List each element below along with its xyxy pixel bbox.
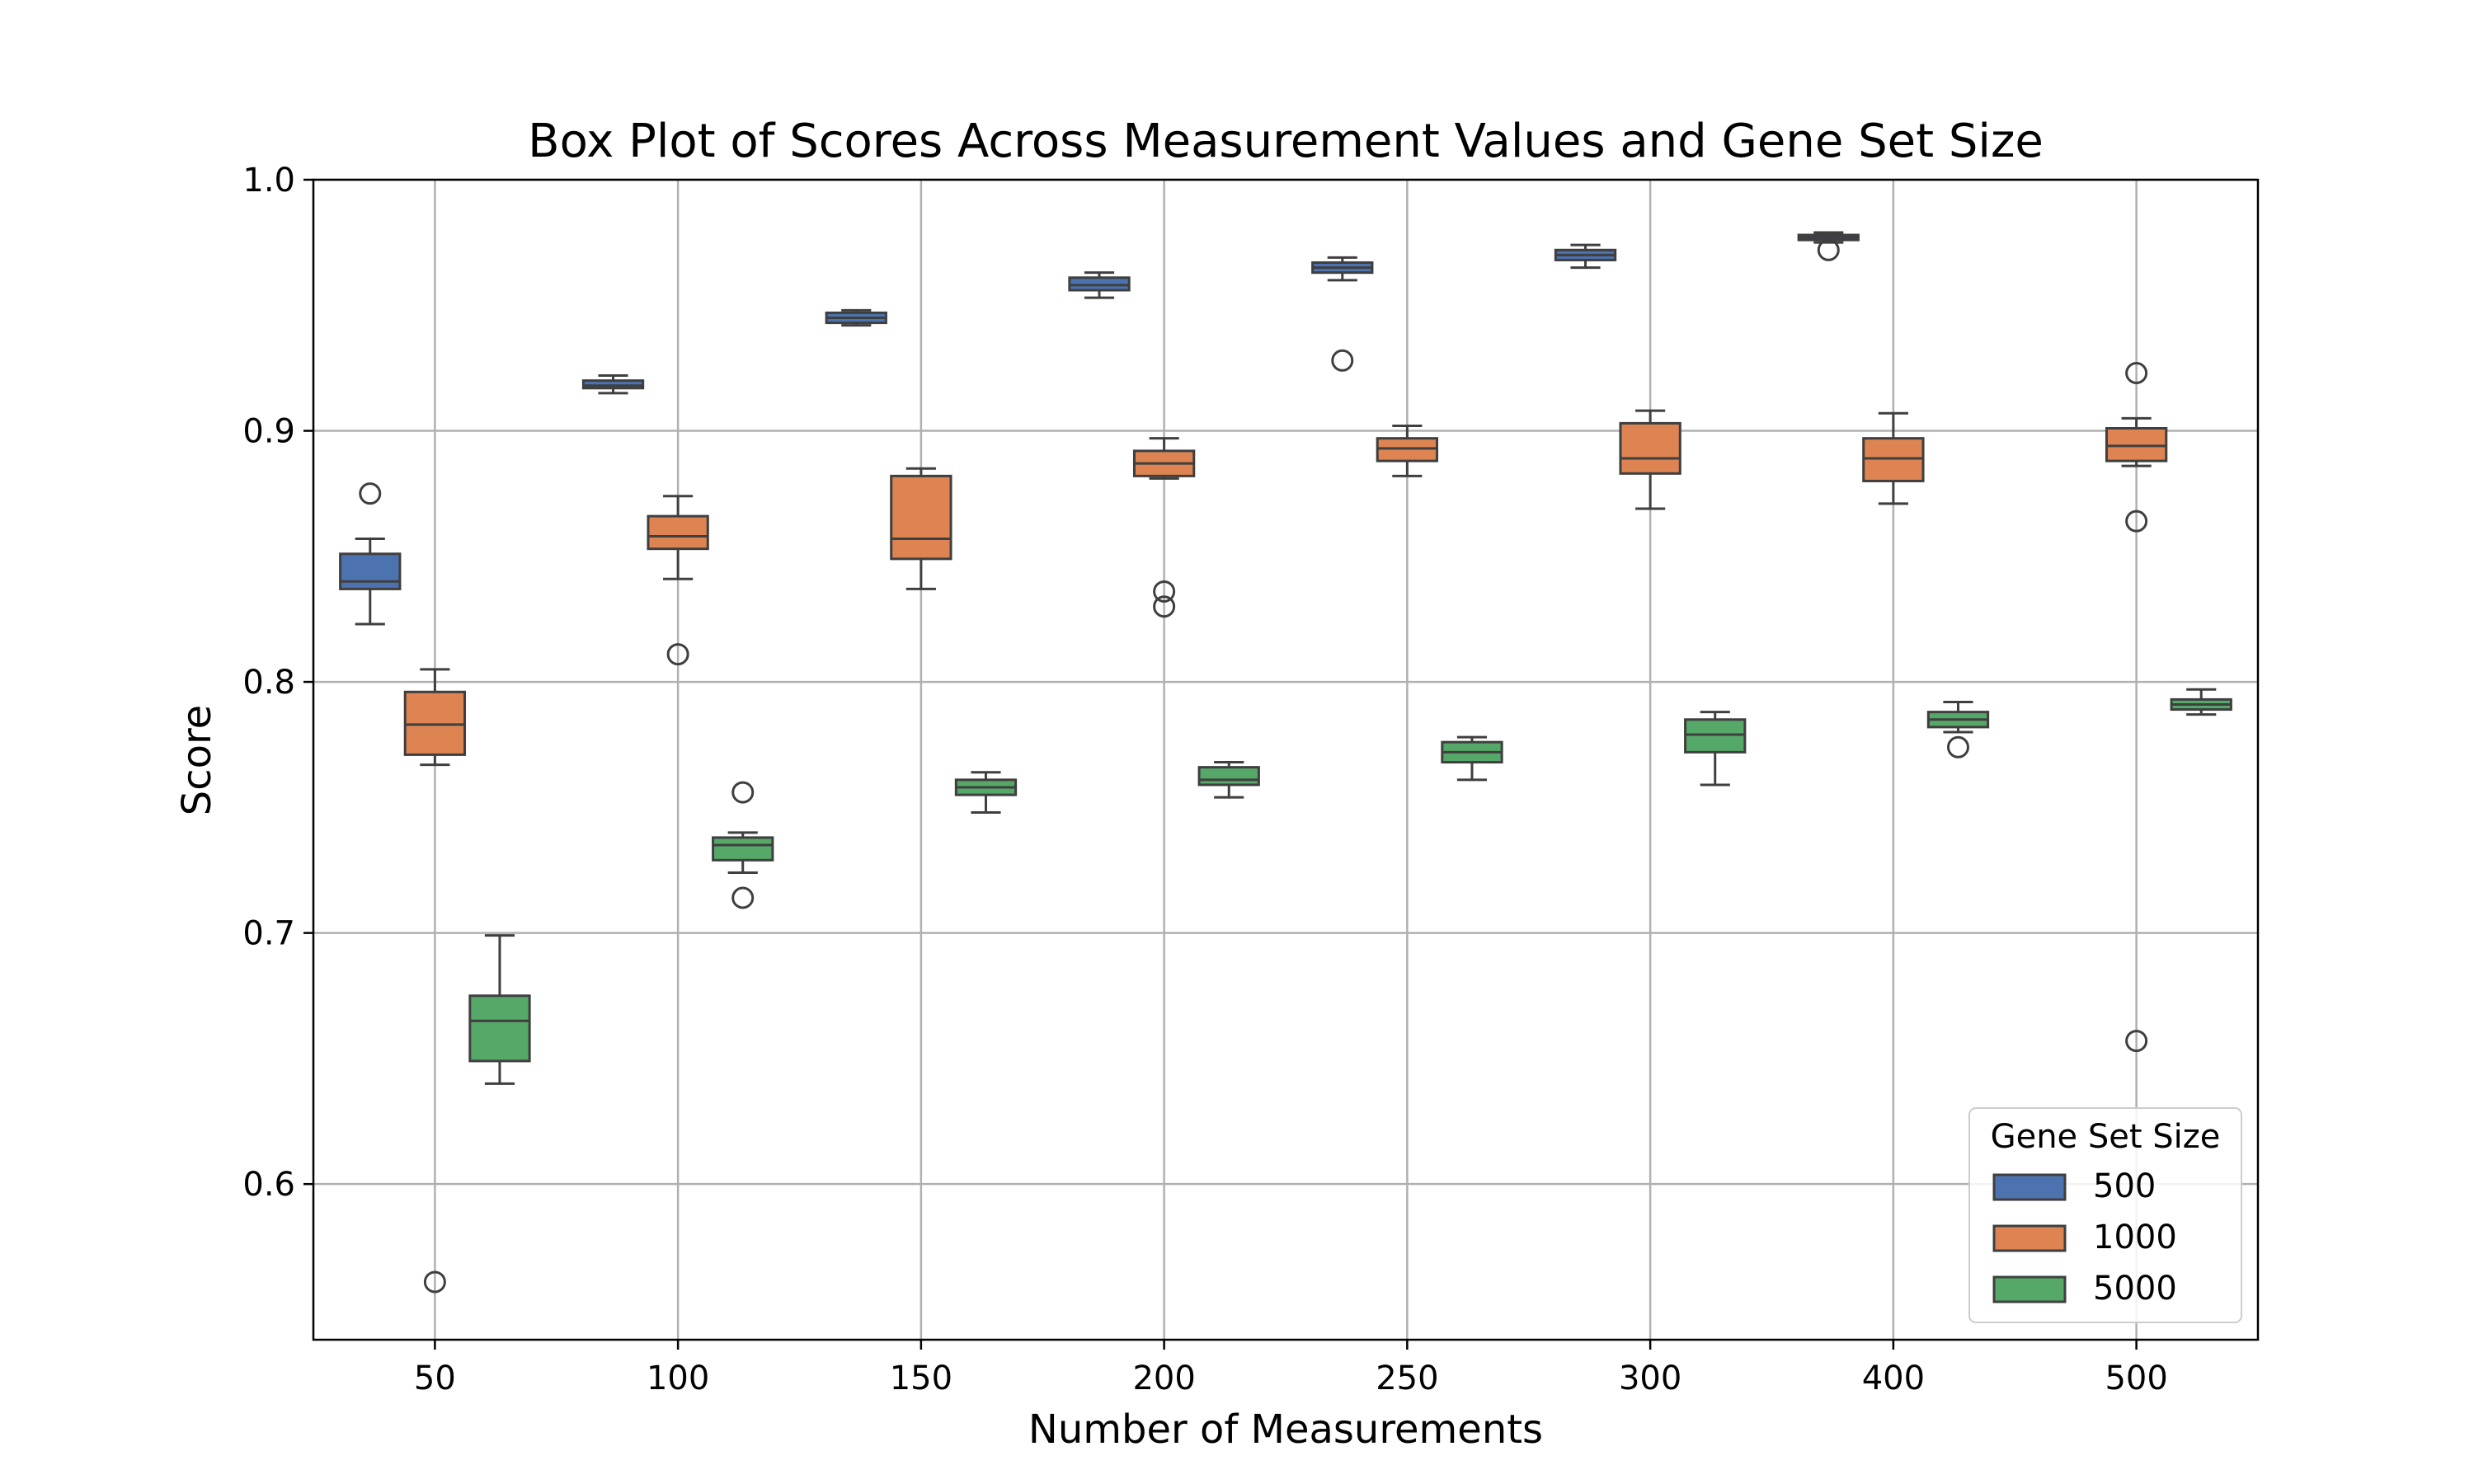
y-tick-label: 0.9: [242, 413, 295, 451]
x-tick-label: 50: [414, 1360, 456, 1397]
box-500-300: [1554, 243, 1617, 270]
legend-title: Gene Set Size: [1991, 1118, 2221, 1156]
y-axis-label: Score: [174, 705, 220, 815]
y-tick-label: 0.8: [242, 664, 295, 702]
legend-item-5000: 5000: [1992, 1270, 2177, 1308]
x-tick-label: 100: [647, 1360, 709, 1397]
outlier-point: [1817, 238, 1840, 261]
outlier-point: [731, 886, 755, 909]
plot-frame: [312, 178, 2260, 1341]
outlier-point: [2125, 362, 2148, 384]
box-body: [581, 379, 645, 390]
legend-label: 1000: [2093, 1219, 2177, 1256]
outlier-point: [731, 781, 755, 804]
box-1000-500: [2105, 362, 2168, 1053]
outlier-point: [1153, 580, 1176, 603]
legend-frame: [1968, 1107, 2242, 1323]
x-tick-label: 400: [1862, 1360, 1925, 1397]
outlier-point: [2125, 1030, 2148, 1053]
outlier-point: [666, 643, 689, 666]
box-5000-250: [1441, 735, 1503, 782]
box-500-50: [339, 482, 402, 626]
box-1000-250: [1376, 424, 1439, 477]
box-500-400: [1797, 231, 1860, 261]
box-body: [1684, 718, 1747, 754]
legend-swatch: [1992, 1224, 2067, 1252]
box-body: [1862, 437, 1925, 482]
box-5000-300: [1684, 711, 1747, 787]
box-body: [647, 514, 709, 551]
legend-item-500: 500: [1992, 1167, 2156, 1205]
legend-item-1000: 1000: [1992, 1219, 2177, 1256]
y-tick-label: 0.6: [242, 1166, 295, 1204]
y-tick-label: 1.0: [242, 162, 295, 200]
outlier-point: [1153, 595, 1176, 618]
outlier-point: [2125, 510, 2148, 533]
box-5000-200: [1197, 761, 1260, 799]
box-1000-300: [1619, 409, 1681, 510]
legend-label: 5000: [2093, 1270, 2177, 1308]
legend-swatch: [1992, 1275, 2067, 1303]
box-500-100: [581, 374, 645, 395]
x-tick-label: 200: [1132, 1360, 1195, 1397]
legend: Gene Set Size 500 1000 5000: [1968, 1107, 2242, 1323]
box-1000-50: [403, 668, 467, 1294]
axis-ticks: 0.6 0.7 0.8 0.9 1.0 50 100 150 200 250 300 400 500: [242, 162, 2167, 1397]
box-500-250: [1311, 256, 1374, 372]
box-1000-200: [1132, 437, 1196, 618]
box-body: [339, 552, 402, 590]
box-5000-150: [954, 771, 1018, 814]
box-body: [2105, 427, 2168, 463]
box-5000-500: [2170, 688, 2232, 716]
box-500-200: [1068, 271, 1131, 299]
outlier-point: [423, 1270, 446, 1294]
x-tick-label: 500: [2105, 1360, 2167, 1397]
x-tick-label: 150: [890, 1360, 952, 1397]
box-1000-100: [647, 495, 709, 666]
box-5000-100: [712, 781, 774, 909]
box-plot-series: [339, 231, 2232, 1294]
legend-label: 500: [2093, 1167, 2156, 1205]
box-body: [468, 994, 531, 1063]
box-1000-150: [890, 467, 952, 590]
box-500-150: [825, 308, 887, 327]
box-body: [712, 836, 774, 862]
legend-swatch: [1992, 1173, 2067, 1201]
grid-lines: [313, 178, 2258, 1340]
box-body: [1376, 437, 1439, 463]
legend-items: 500 1000 5000: [1992, 1167, 2177, 1308]
box-body: [1619, 421, 1681, 475]
x-tick-label: 300: [1619, 1360, 1681, 1397]
outlier-point: [1331, 349, 1354, 372]
chart-title: Box Plot of Scores Across Measurement Va…: [528, 115, 2044, 168]
box-body: [890, 474, 952, 561]
box-5000-400: [1926, 700, 1990, 758]
box-body: [403, 690, 467, 756]
outlier-point: [359, 482, 382, 505]
box-body: [1197, 766, 1260, 787]
box-5000-50: [468, 934, 531, 1085]
outlier-point: [1946, 735, 1969, 758]
x-axis-label: Number of Measurements: [1028, 1407, 1543, 1453]
box-body: [1068, 276, 1131, 292]
x-tick-label: 250: [1376, 1360, 1438, 1397]
y-tick-label: 0.7: [242, 915, 295, 953]
box-1000-400: [1862, 411, 1925, 505]
